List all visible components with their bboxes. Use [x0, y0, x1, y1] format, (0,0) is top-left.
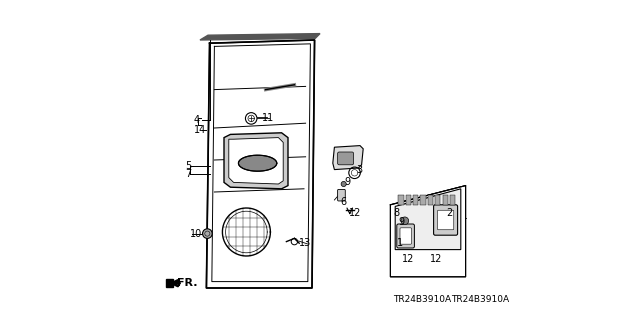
FancyBboxPatch shape [420, 195, 426, 205]
Text: 9: 9 [398, 217, 404, 228]
FancyBboxPatch shape [338, 189, 346, 201]
Text: TR24B3910A: TR24B3910A [393, 295, 451, 304]
FancyBboxPatch shape [398, 195, 404, 205]
Text: 3: 3 [357, 164, 363, 175]
Circle shape [401, 217, 409, 225]
FancyBboxPatch shape [450, 195, 455, 205]
FancyBboxPatch shape [413, 195, 419, 205]
FancyBboxPatch shape [400, 228, 412, 244]
Text: 12: 12 [349, 208, 361, 218]
Text: 4: 4 [193, 115, 200, 125]
Text: 9: 9 [344, 177, 350, 188]
Text: 7: 7 [186, 169, 192, 180]
Text: 13: 13 [300, 238, 312, 248]
FancyBboxPatch shape [338, 152, 354, 165]
Text: TR24B3910A: TR24B3910A [451, 295, 509, 304]
Circle shape [341, 181, 346, 187]
Text: 12: 12 [402, 254, 414, 264]
FancyBboxPatch shape [406, 195, 411, 205]
FancyBboxPatch shape [434, 205, 458, 235]
Polygon shape [229, 138, 283, 184]
Polygon shape [390, 186, 466, 277]
FancyBboxPatch shape [438, 210, 454, 230]
Text: 6: 6 [340, 196, 347, 207]
Circle shape [202, 229, 212, 238]
Text: FR.: FR. [177, 278, 197, 288]
Polygon shape [166, 279, 173, 287]
Text: 8: 8 [394, 208, 400, 218]
Text: 12: 12 [430, 254, 443, 264]
Polygon shape [224, 133, 288, 189]
FancyBboxPatch shape [397, 224, 415, 248]
Text: 14: 14 [193, 124, 206, 135]
Text: 10: 10 [191, 228, 203, 239]
Polygon shape [239, 155, 277, 171]
Polygon shape [200, 34, 320, 40]
Polygon shape [396, 189, 461, 250]
FancyBboxPatch shape [428, 195, 433, 205]
FancyBboxPatch shape [435, 195, 440, 205]
FancyBboxPatch shape [443, 195, 448, 205]
Polygon shape [206, 40, 315, 288]
Text: 11: 11 [262, 113, 275, 124]
Text: 2: 2 [447, 208, 452, 218]
Text: 5: 5 [186, 161, 192, 172]
Text: 1: 1 [397, 238, 403, 248]
Polygon shape [333, 146, 364, 170]
